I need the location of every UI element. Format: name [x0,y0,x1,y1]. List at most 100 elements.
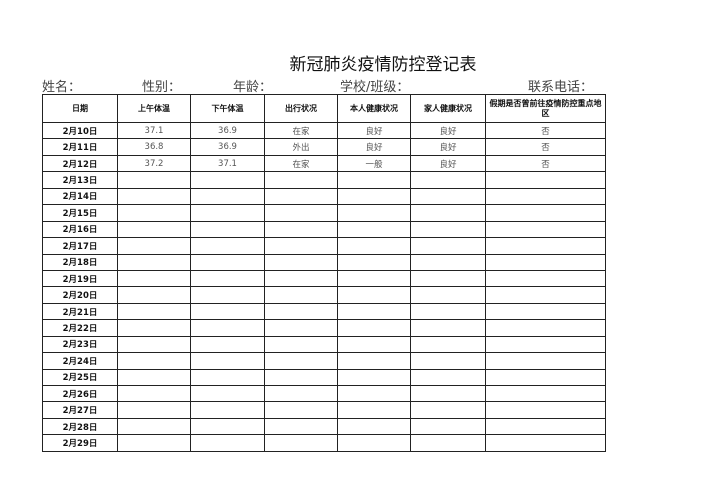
table-cell[interactable]: 36.8 [117,138,191,156]
table-cell[interactable] [410,187,486,206]
table-cell[interactable] [190,335,265,354]
table-cell[interactable] [264,384,338,403]
table-cell[interactable]: 良好 [410,121,486,140]
table-cell[interactable] [117,417,191,436]
table-cell[interactable] [117,352,191,370]
table-cell[interactable] [410,434,486,452]
table-cell[interactable] [264,237,338,255]
table-cell[interactable]: 否 [485,121,606,140]
table-cell[interactable] [337,417,411,436]
table-cell[interactable]: 良好 [337,138,411,156]
table-cell[interactable] [264,269,338,288]
table-cell[interactable] [410,401,486,419]
table-cell[interactable] [337,368,411,387]
table-cell[interactable] [485,269,606,288]
table-cell[interactable] [337,335,411,354]
table-cell[interactable] [485,384,606,403]
table-cell[interactable] [485,368,606,387]
table-cell[interactable] [190,269,265,288]
table-cell[interactable] [337,253,411,271]
table-cell[interactable] [337,269,411,288]
table-cell[interactable] [337,352,411,370]
table-cell[interactable] [264,204,338,222]
table-cell[interactable] [485,335,606,354]
table-cell[interactable] [264,368,338,387]
table-cell[interactable]: 在家 [264,154,338,173]
table-cell[interactable] [117,171,191,189]
table-cell[interactable] [337,187,411,206]
table-cell[interactable] [410,384,486,403]
table-cell[interactable]: 36.9 [190,138,265,156]
table-cell[interactable] [264,417,338,436]
table-cell[interactable] [485,187,606,206]
table-cell[interactable] [264,319,338,337]
table-cell[interactable] [190,286,265,304]
table-cell[interactable] [337,204,411,222]
table-cell[interactable] [410,253,486,271]
table-cell[interactable] [117,269,191,288]
table-cell[interactable] [190,384,265,403]
table-cell[interactable] [190,237,265,255]
table-cell[interactable] [264,171,338,189]
table-cell[interactable] [485,204,606,222]
table-cell[interactable] [410,319,486,337]
table-cell[interactable] [117,253,191,271]
table-cell[interactable] [264,286,338,304]
table-cell[interactable] [485,171,606,189]
table-cell[interactable]: 否 [485,154,606,173]
table-cell[interactable]: 37.1 [190,154,265,173]
table-cell[interactable] [117,286,191,304]
table-cell[interactable] [485,434,606,452]
table-cell[interactable] [190,204,265,222]
table-cell[interactable] [264,220,338,239]
table-cell[interactable]: 外出 [264,138,338,156]
table-cell[interactable]: 良好 [410,138,486,156]
table-cell[interactable] [485,401,606,419]
table-cell[interactable] [485,253,606,271]
table-cell[interactable] [117,237,191,255]
table-cell[interactable] [190,434,265,452]
table-cell[interactable] [264,335,338,354]
table-cell[interactable] [117,187,191,206]
table-cell[interactable] [117,319,191,337]
table-cell[interactable] [410,368,486,387]
table-cell[interactable] [264,187,338,206]
table-cell[interactable] [410,417,486,436]
table-cell[interactable] [117,220,191,239]
table-cell[interactable] [337,237,411,255]
table-cell[interactable] [485,352,606,370]
table-cell[interactable] [190,171,265,189]
table-cell[interactable]: 37.2 [117,154,191,173]
table-cell[interactable] [337,171,411,189]
table-cell[interactable] [264,434,338,452]
table-cell[interactable] [485,417,606,436]
table-cell[interactable] [485,237,606,255]
table-cell[interactable] [410,220,486,239]
table-cell[interactable]: 在家 [264,121,338,140]
table-cell[interactable] [410,335,486,354]
table-cell[interactable] [337,319,411,337]
table-cell[interactable] [264,401,338,419]
table-cell[interactable] [485,286,606,304]
table-cell[interactable] [117,401,191,419]
table-cell[interactable] [410,302,486,321]
table-cell[interactable]: 良好 [337,121,411,140]
table-cell[interactable] [190,187,265,206]
table-cell[interactable] [190,368,265,387]
table-cell[interactable] [410,352,486,370]
table-cell[interactable] [337,220,411,239]
table-cell[interactable]: 36.9 [190,121,265,140]
table-cell[interactable] [410,286,486,304]
table-cell[interactable] [485,302,606,321]
table-cell[interactable] [410,237,486,255]
table-cell[interactable] [117,204,191,222]
table-cell[interactable]: 37.1 [117,121,191,140]
table-cell[interactable] [337,401,411,419]
table-cell[interactable] [337,302,411,321]
table-cell[interactable]: 否 [485,138,606,156]
table-cell[interactable] [117,384,191,403]
table-cell[interactable] [264,253,338,271]
table-cell[interactable] [337,286,411,304]
table-cell[interactable] [485,220,606,239]
table-cell[interactable] [190,401,265,419]
